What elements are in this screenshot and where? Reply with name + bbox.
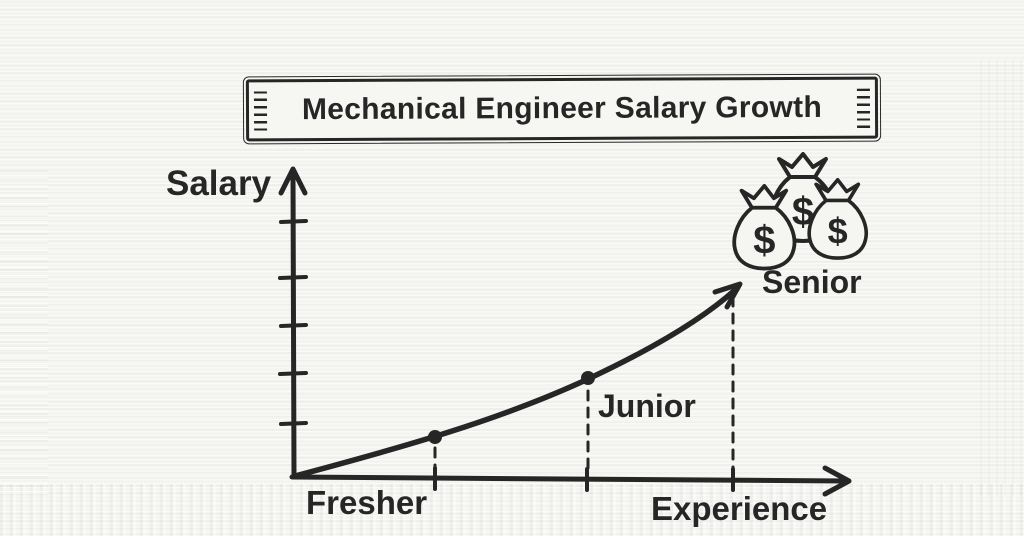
x-axis-label: Experience [651,490,828,527]
senior-stage-label: Senior [762,264,862,300]
dollar-sign: $ [792,190,814,234]
x-axis-line [289,474,847,484]
y-axis-label: Salary [166,164,272,203]
money-bags-icon: $ $ $ [732,152,868,271]
dollar-sign: $ [753,218,775,262]
dollar-sign: $ [828,211,848,252]
y-axis-ticks [278,219,308,426]
salary-growth-curve [292,286,739,479]
money-bag-left-icon: $ [732,184,797,271]
fresher-stage-label: Fresher [306,484,428,521]
junior-stage-label: Junior [598,388,696,424]
x-axis-arrowhead-icon [822,465,852,497]
dashed-drop-lines [433,295,735,478]
paper-texture-right [980,60,1024,496]
curve-arrowhead-icon [712,281,743,310]
hatch-marks-right [856,88,871,133]
paper-texture-bottom [0,484,1024,536]
paper-texture-left [0,170,48,496]
chart-title-box: Mechanical Engineer Salary Growth [242,73,882,145]
fresher-data-point [428,430,442,444]
junior-data-point [581,371,595,385]
money-bag-right-icon: $ [807,178,868,260]
y-axis-arrowhead-icon [278,166,308,196]
hatch-marks-left [253,91,268,136]
chart-title: Mechanical Engineer Salary Growth [301,90,823,127]
